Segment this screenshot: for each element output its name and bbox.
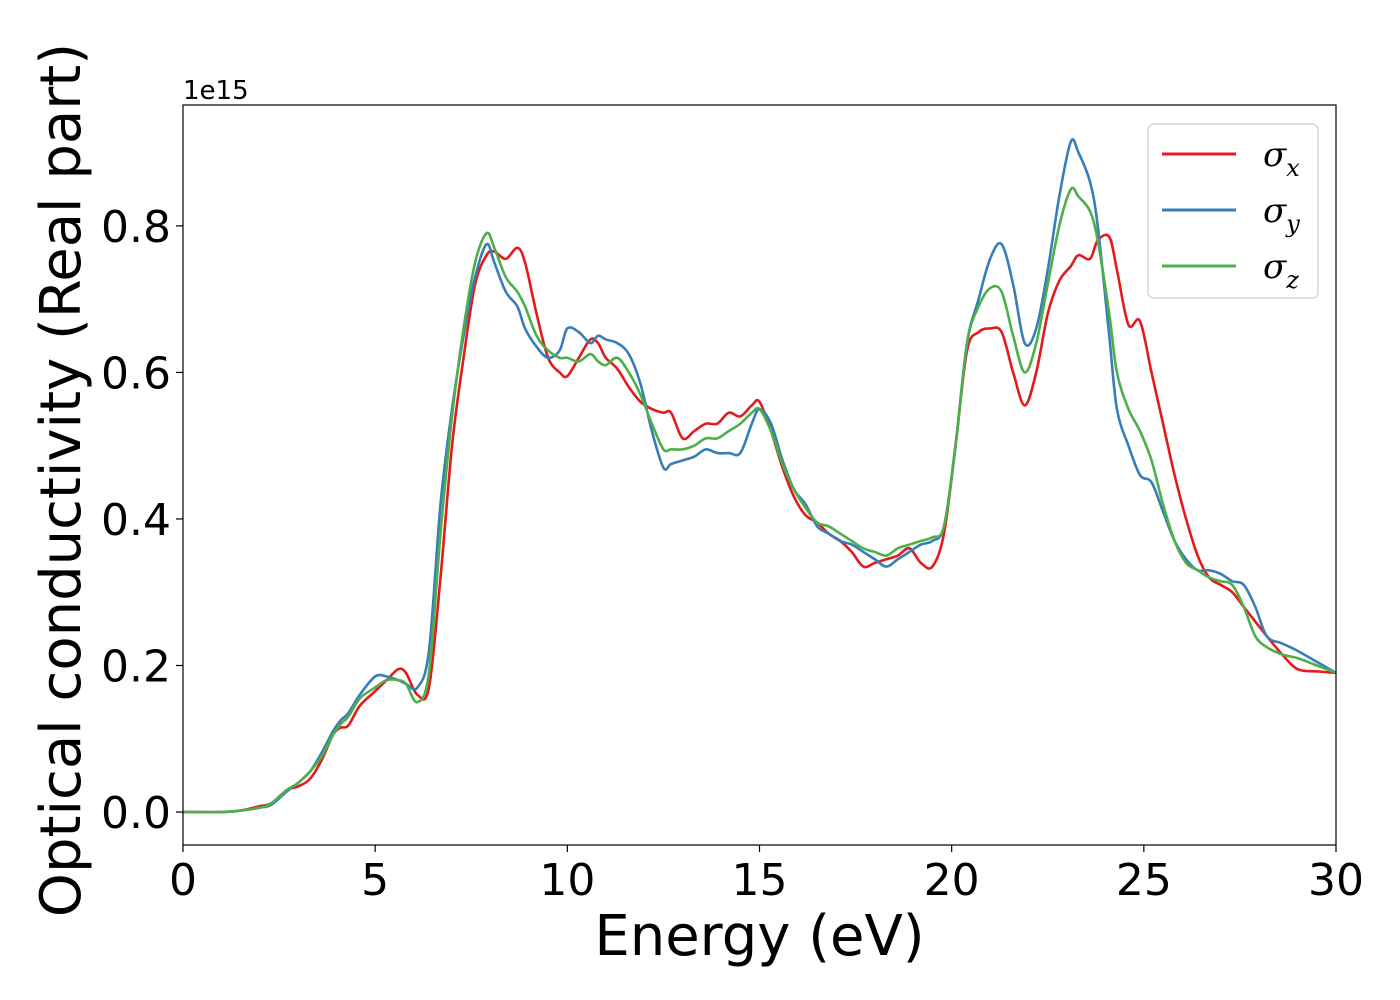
- series-line-z: [183, 186, 1336, 814]
- legend-symbol: σ: [1263, 247, 1287, 287]
- legend-label-y: σy: [1263, 191, 1300, 238]
- legend-subscript: y: [1285, 210, 1300, 238]
- x-axis-title: Energy (eV): [594, 904, 924, 969]
- y-tick-label: 0.6: [101, 348, 171, 399]
- x-axis: 0 5 10 15 20 25 30: [169, 845, 1364, 906]
- legend-symbol: σ: [1263, 191, 1287, 231]
- legend-label-x: σx: [1263, 135, 1300, 182]
- x-tick-label: 5: [361, 855, 389, 906]
- y-axis: 0.0 0.2 0.4 0.6 0.8: [101, 202, 183, 839]
- y-tick-label: 0.4: [101, 495, 171, 546]
- x-tick-label: 15: [732, 855, 788, 906]
- legend-symbol: σ: [1263, 135, 1287, 175]
- series-line-x: [183, 233, 1336, 814]
- y-tick-label: 0.2: [101, 641, 171, 692]
- y-tick-label: 0.8: [101, 202, 171, 253]
- x-tick-label: 0: [169, 855, 197, 906]
- x-tick-label: 25: [1116, 855, 1172, 906]
- legend-subscript: z: [1285, 266, 1299, 294]
- legend-label-z: σz: [1263, 247, 1299, 294]
- series-layer: [183, 138, 1336, 814]
- x-tick-label: 20: [924, 855, 980, 906]
- y-axis-title: Optical conductivity (Real part): [29, 43, 94, 917]
- y-offset-label: 1e15: [183, 76, 249, 106]
- x-tick-label: 10: [539, 855, 595, 906]
- x-tick-label: 30: [1308, 855, 1364, 906]
- legend-subscript: x: [1286, 154, 1300, 182]
- y-tick-label: 0.0: [101, 788, 171, 839]
